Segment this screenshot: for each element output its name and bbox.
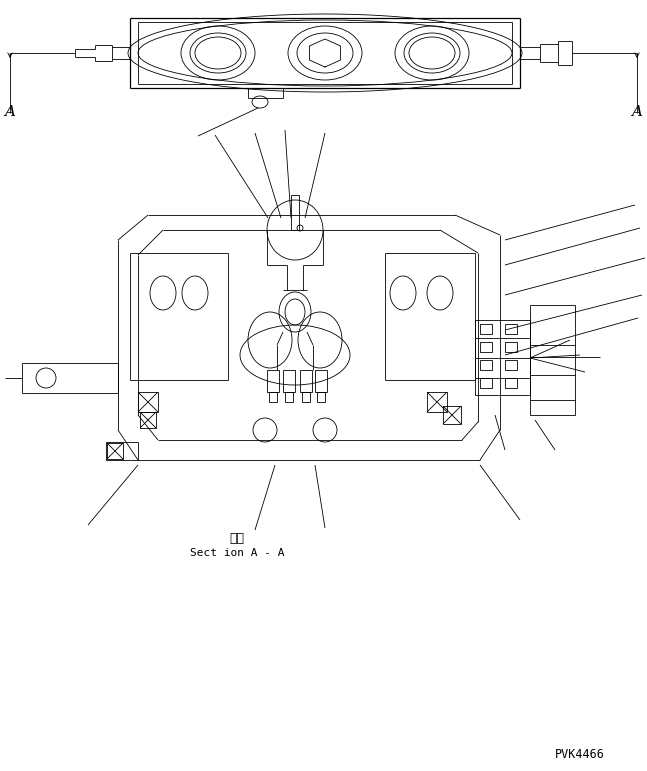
- Text: A: A: [5, 105, 16, 119]
- Bar: [505, 324, 517, 334]
- Bar: [22, 363, 118, 393]
- Bar: [138, 392, 158, 412]
- Bar: [480, 378, 492, 388]
- Bar: [480, 342, 492, 352]
- Text: PVK4466: PVK4466: [555, 749, 605, 762]
- Bar: [427, 392, 447, 412]
- Bar: [267, 370, 279, 392]
- Bar: [269, 392, 277, 402]
- Bar: [300, 370, 312, 392]
- Bar: [480, 360, 492, 370]
- Bar: [475, 320, 530, 395]
- Bar: [107, 443, 123, 459]
- Text: A: A: [631, 105, 642, 119]
- Bar: [505, 342, 517, 352]
- Bar: [291, 195, 299, 230]
- Bar: [530, 305, 575, 415]
- Text: Sect ion A - A: Sect ion A - A: [190, 548, 284, 558]
- Bar: [285, 392, 293, 402]
- Bar: [505, 378, 517, 388]
- Bar: [302, 392, 310, 402]
- Bar: [317, 392, 325, 402]
- Bar: [480, 324, 492, 334]
- Bar: [140, 412, 156, 428]
- Bar: [315, 370, 327, 392]
- Bar: [106, 442, 138, 460]
- Bar: [505, 360, 517, 370]
- Bar: [283, 370, 295, 392]
- Text: 断面: 断面: [230, 531, 245, 544]
- Bar: [443, 406, 461, 424]
